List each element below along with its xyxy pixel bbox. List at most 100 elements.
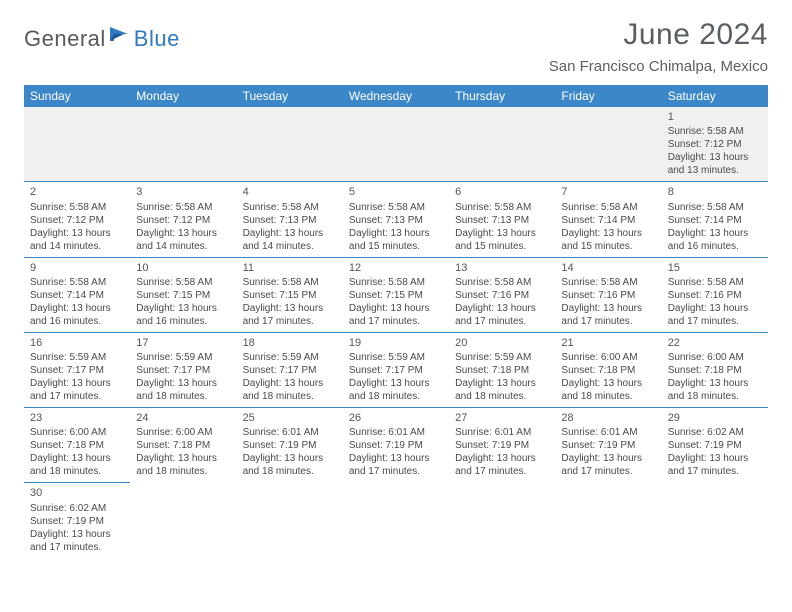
calendar-cell: 16Sunrise: 5:59 AMSunset: 7:17 PMDayligh… (24, 332, 130, 407)
day-header: Friday (555, 85, 661, 107)
sunrise-line: Sunrise: 5:58 AM (455, 276, 549, 289)
sunset-line: Sunset: 7:18 PM (455, 364, 549, 377)
sunrise-line: Sunrise: 5:58 AM (30, 201, 124, 214)
sunrise-line: Sunrise: 5:58 AM (668, 201, 762, 214)
sunrise-line: Sunrise: 6:01 AM (243, 426, 337, 439)
daylight-line: Daylight: 13 hours and 18 minutes. (243, 452, 337, 478)
sunset-line: Sunset: 7:19 PM (30, 515, 124, 528)
daylight-line: Daylight: 13 hours and 17 minutes. (455, 302, 549, 328)
logo: General Blue (24, 26, 180, 52)
daylight-line: Daylight: 13 hours and 18 minutes. (668, 377, 762, 403)
sunset-line: Sunset: 7:15 PM (243, 289, 337, 302)
daylight-line: Daylight: 13 hours and 16 minutes. (668, 227, 762, 253)
calendar-cell-empty (555, 107, 661, 182)
calendar-row: 30Sunrise: 6:02 AMSunset: 7:19 PMDayligh… (24, 483, 768, 558)
logo-flag-icon (110, 27, 132, 45)
sunset-line: Sunset: 7:17 PM (136, 364, 230, 377)
calendar-cell-empty (237, 483, 343, 558)
day-number: 19 (349, 336, 443, 350)
sunrise-line: Sunrise: 5:58 AM (668, 125, 762, 138)
calendar-cell: 4Sunrise: 5:58 AMSunset: 7:13 PMDaylight… (237, 182, 343, 257)
calendar-cell: 12Sunrise: 5:58 AMSunset: 7:15 PMDayligh… (343, 257, 449, 332)
month-title: June 2024 (549, 18, 768, 52)
sunset-line: Sunset: 7:18 PM (668, 364, 762, 377)
calendar-cell: 1Sunrise: 5:58 AMSunset: 7:12 PMDaylight… (662, 107, 768, 182)
title-block: June 2024 San Francisco Chimalpa, Mexico (549, 18, 768, 75)
daylight-line: Daylight: 13 hours and 14 minutes. (136, 227, 230, 253)
daylight-line: Daylight: 13 hours and 17 minutes. (668, 302, 762, 328)
day-number: 8 (668, 185, 762, 199)
sunset-line: Sunset: 7:13 PM (243, 214, 337, 227)
sunrise-line: Sunrise: 5:59 AM (136, 351, 230, 364)
calendar-cell: 24Sunrise: 6:00 AMSunset: 7:18 PMDayligh… (130, 408, 236, 483)
day-header: Sunday (24, 85, 130, 107)
sunset-line: Sunset: 7:12 PM (668, 138, 762, 151)
calendar-cell-empty (449, 483, 555, 558)
sunrise-line: Sunrise: 5:58 AM (668, 276, 762, 289)
calendar-header: SundayMondayTuesdayWednesdayThursdayFrid… (24, 85, 768, 107)
day-number: 17 (136, 336, 230, 350)
calendar-cell-empty (24, 107, 130, 182)
daylight-line: Daylight: 13 hours and 17 minutes. (30, 377, 124, 403)
calendar-cell: 14Sunrise: 5:58 AMSunset: 7:16 PMDayligh… (555, 257, 661, 332)
sunset-line: Sunset: 7:19 PM (243, 439, 337, 452)
sunrise-line: Sunrise: 5:58 AM (561, 201, 655, 214)
daylight-line: Daylight: 13 hours and 17 minutes. (243, 302, 337, 328)
sunrise-line: Sunrise: 5:58 AM (243, 276, 337, 289)
calendar-cell: 26Sunrise: 6:01 AMSunset: 7:19 PMDayligh… (343, 408, 449, 483)
calendar-row: 1Sunrise: 5:58 AMSunset: 7:12 PMDaylight… (24, 107, 768, 182)
calendar-cell-empty (343, 483, 449, 558)
day-number: 10 (136, 261, 230, 275)
sunrise-line: Sunrise: 5:59 AM (30, 351, 124, 364)
day-header: Thursday (449, 85, 555, 107)
daylight-line: Daylight: 13 hours and 17 minutes. (30, 528, 124, 554)
calendar-cell: 23Sunrise: 6:00 AMSunset: 7:18 PMDayligh… (24, 408, 130, 483)
sunrise-line: Sunrise: 6:00 AM (136, 426, 230, 439)
calendar-cell: 10Sunrise: 5:58 AMSunset: 7:15 PMDayligh… (130, 257, 236, 332)
day-number: 26 (349, 411, 443, 425)
day-number: 15 (668, 261, 762, 275)
calendar-cell-empty (555, 483, 661, 558)
day-number: 1 (668, 110, 762, 124)
daylight-line: Daylight: 13 hours and 17 minutes. (561, 452, 655, 478)
calendar-cell-empty (130, 483, 236, 558)
sunset-line: Sunset: 7:15 PM (349, 289, 443, 302)
daylight-line: Daylight: 13 hours and 17 minutes. (349, 452, 443, 478)
calendar-cell-empty (237, 107, 343, 182)
sunset-line: Sunset: 7:18 PM (30, 439, 124, 452)
day-header: Wednesday (343, 85, 449, 107)
sunset-line: Sunset: 7:12 PM (136, 214, 230, 227)
sunrise-line: Sunrise: 5:58 AM (561, 276, 655, 289)
calendar-cell: 17Sunrise: 5:59 AMSunset: 7:17 PMDayligh… (130, 332, 236, 407)
sunrise-line: Sunrise: 5:58 AM (136, 276, 230, 289)
sunrise-line: Sunrise: 6:02 AM (30, 502, 124, 515)
calendar-row: 23Sunrise: 6:00 AMSunset: 7:18 PMDayligh… (24, 408, 768, 483)
day-number: 16 (30, 336, 124, 350)
day-number: 14 (561, 261, 655, 275)
sunrise-line: Sunrise: 5:58 AM (30, 276, 124, 289)
sunset-line: Sunset: 7:16 PM (668, 289, 762, 302)
sunset-line: Sunset: 7:14 PM (30, 289, 124, 302)
day-number: 22 (668, 336, 762, 350)
calendar-cell: 28Sunrise: 6:01 AMSunset: 7:19 PMDayligh… (555, 408, 661, 483)
logo-text-general: General (24, 26, 106, 52)
sunrise-line: Sunrise: 6:00 AM (30, 426, 124, 439)
daylight-line: Daylight: 13 hours and 18 minutes. (455, 377, 549, 403)
day-number: 27 (455, 411, 549, 425)
sunset-line: Sunset: 7:16 PM (455, 289, 549, 302)
sunrise-line: Sunrise: 5:59 AM (455, 351, 549, 364)
sunset-line: Sunset: 7:13 PM (349, 214, 443, 227)
day-header: Saturday (662, 85, 768, 107)
calendar-cell: 30Sunrise: 6:02 AMSunset: 7:19 PMDayligh… (24, 483, 130, 558)
daylight-line: Daylight: 13 hours and 18 minutes. (349, 377, 443, 403)
calendar-cell: 21Sunrise: 6:00 AMSunset: 7:18 PMDayligh… (555, 332, 661, 407)
day-number: 7 (561, 185, 655, 199)
sunrise-line: Sunrise: 6:02 AM (668, 426, 762, 439)
daylight-line: Daylight: 13 hours and 17 minutes. (561, 302, 655, 328)
calendar-body: 1Sunrise: 5:58 AMSunset: 7:12 PMDaylight… (24, 107, 768, 558)
day-number: 20 (455, 336, 549, 350)
day-number: 28 (561, 411, 655, 425)
sunset-line: Sunset: 7:16 PM (561, 289, 655, 302)
calendar-cell: 5Sunrise: 5:58 AMSunset: 7:13 PMDaylight… (343, 182, 449, 257)
day-number: 12 (349, 261, 443, 275)
